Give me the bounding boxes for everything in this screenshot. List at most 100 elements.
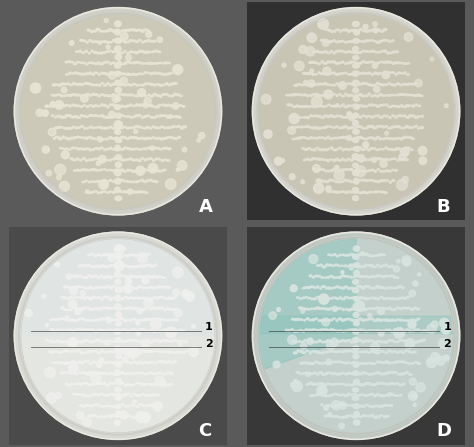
Ellipse shape (333, 160, 335, 161)
Ellipse shape (326, 405, 330, 407)
Ellipse shape (136, 148, 138, 149)
Ellipse shape (370, 287, 374, 289)
Ellipse shape (84, 319, 87, 320)
Ellipse shape (164, 127, 166, 129)
Ellipse shape (95, 94, 98, 95)
Ellipse shape (176, 94, 180, 96)
Ellipse shape (388, 394, 391, 396)
Ellipse shape (94, 330, 98, 333)
Ellipse shape (97, 169, 100, 171)
Ellipse shape (385, 329, 388, 331)
Ellipse shape (333, 308, 336, 311)
Ellipse shape (124, 405, 127, 407)
Circle shape (322, 318, 329, 326)
Ellipse shape (380, 330, 382, 332)
Ellipse shape (347, 83, 350, 84)
Ellipse shape (100, 191, 103, 193)
Ellipse shape (130, 329, 132, 331)
Ellipse shape (374, 148, 375, 149)
Circle shape (282, 63, 286, 67)
Ellipse shape (88, 192, 91, 194)
Ellipse shape (327, 383, 330, 384)
Ellipse shape (350, 373, 353, 375)
Ellipse shape (368, 51, 371, 52)
Ellipse shape (78, 265, 81, 267)
Ellipse shape (371, 340, 373, 342)
Ellipse shape (389, 41, 391, 42)
Ellipse shape (115, 287, 118, 289)
Ellipse shape (352, 371, 359, 375)
Ellipse shape (95, 63, 97, 64)
Ellipse shape (109, 265, 112, 266)
Ellipse shape (136, 287, 138, 289)
Ellipse shape (60, 329, 62, 331)
Ellipse shape (365, 319, 367, 320)
Ellipse shape (385, 84, 387, 85)
Ellipse shape (353, 163, 358, 168)
Ellipse shape (86, 106, 89, 107)
Ellipse shape (365, 363, 368, 364)
Ellipse shape (406, 320, 408, 321)
Ellipse shape (327, 115, 330, 118)
Ellipse shape (109, 29, 112, 31)
Ellipse shape (382, 254, 385, 256)
Ellipse shape (378, 287, 382, 288)
Ellipse shape (347, 415, 351, 417)
Ellipse shape (374, 30, 378, 31)
Circle shape (21, 239, 215, 433)
Ellipse shape (164, 115, 167, 117)
Ellipse shape (66, 309, 69, 311)
Ellipse shape (359, 329, 362, 331)
Ellipse shape (86, 351, 89, 353)
Ellipse shape (374, 94, 376, 96)
Ellipse shape (83, 361, 87, 363)
Ellipse shape (155, 308, 158, 309)
Ellipse shape (142, 84, 145, 86)
Ellipse shape (61, 296, 64, 298)
Circle shape (126, 347, 136, 357)
Ellipse shape (290, 115, 292, 118)
Ellipse shape (299, 350, 303, 352)
Circle shape (122, 347, 129, 354)
Ellipse shape (370, 137, 374, 139)
Ellipse shape (135, 52, 138, 54)
Ellipse shape (85, 277, 88, 278)
Ellipse shape (85, 180, 87, 182)
Ellipse shape (339, 254, 341, 256)
Ellipse shape (100, 265, 104, 267)
Ellipse shape (304, 117, 307, 118)
Circle shape (349, 266, 354, 270)
Ellipse shape (388, 275, 390, 277)
Ellipse shape (75, 127, 78, 129)
Ellipse shape (145, 405, 148, 406)
Ellipse shape (300, 84, 303, 86)
Ellipse shape (129, 340, 133, 342)
Ellipse shape (334, 287, 336, 288)
Ellipse shape (405, 329, 409, 330)
Ellipse shape (403, 136, 405, 139)
Ellipse shape (336, 29, 339, 30)
Ellipse shape (45, 105, 48, 107)
Ellipse shape (74, 105, 78, 106)
Ellipse shape (370, 318, 374, 320)
Ellipse shape (350, 363, 353, 364)
Ellipse shape (129, 307, 133, 309)
Ellipse shape (109, 340, 112, 342)
Ellipse shape (179, 352, 182, 353)
Ellipse shape (313, 342, 315, 343)
Ellipse shape (133, 62, 135, 64)
Ellipse shape (405, 94, 409, 96)
Ellipse shape (330, 159, 332, 160)
Circle shape (319, 294, 329, 304)
Ellipse shape (387, 405, 390, 406)
Ellipse shape (121, 30, 124, 31)
Ellipse shape (153, 319, 155, 320)
Ellipse shape (115, 130, 121, 135)
Ellipse shape (78, 83, 82, 85)
Ellipse shape (167, 105, 170, 106)
Ellipse shape (328, 254, 330, 255)
Ellipse shape (65, 105, 69, 106)
Ellipse shape (394, 116, 398, 118)
Ellipse shape (175, 116, 179, 118)
Ellipse shape (147, 362, 151, 364)
